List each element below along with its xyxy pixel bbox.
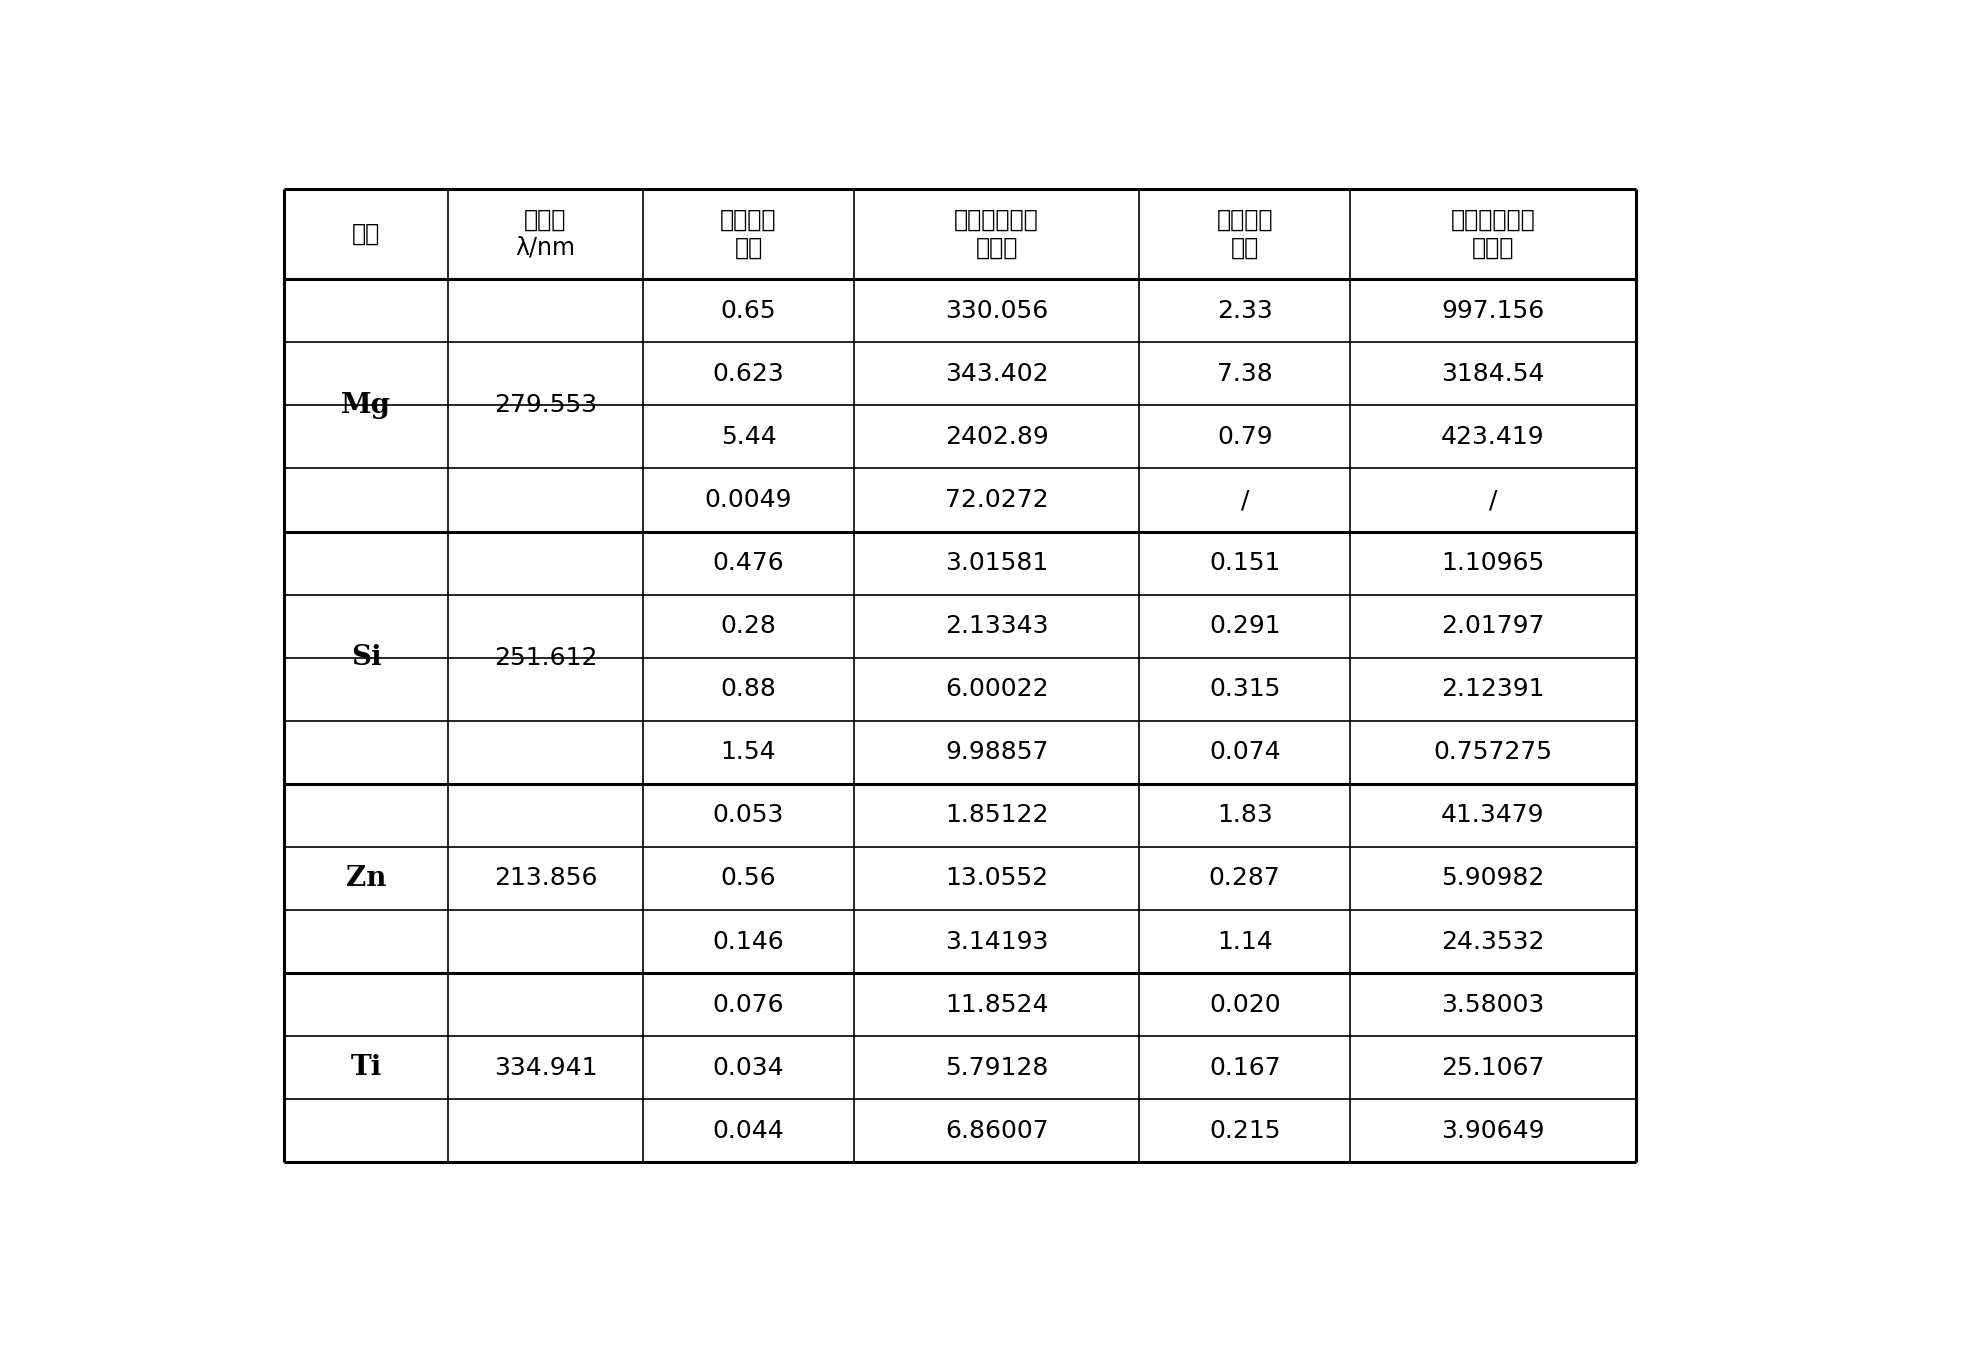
Text: 0.79: 0.79 [1217,425,1273,450]
Text: 0.044: 0.044 [713,1118,784,1143]
Text: 0.88: 0.88 [721,677,776,701]
Text: 41.3479: 41.3479 [1442,803,1544,827]
Text: Ti: Ti [351,1055,382,1082]
Text: 251.612: 251.612 [494,646,597,670]
Text: 72.0272: 72.0272 [946,487,1048,512]
Text: 2.12391: 2.12391 [1442,677,1544,701]
Text: 5.79128: 5.79128 [946,1056,1048,1079]
Text: /: / [1241,487,1249,512]
Text: 3.01581: 3.01581 [946,551,1048,575]
Text: 279.553: 279.553 [494,394,597,417]
Text: 分析线
λ/nm: 分析线 λ/nm [516,209,575,260]
Text: 334.941: 334.941 [494,1056,597,1079]
Text: Si: Si [351,645,382,672]
Text: 11.8524: 11.8524 [946,992,1048,1017]
Text: 标准样品发射
光强度: 标准样品发射 光强度 [953,209,1038,260]
Text: 0.56: 0.56 [721,867,776,891]
Text: 2.33: 2.33 [1217,299,1273,322]
Text: 0.315: 0.315 [1210,677,1280,701]
Text: 2.13343: 2.13343 [946,615,1048,638]
Text: 0.020: 0.020 [1210,992,1280,1017]
Text: 3.58003: 3.58003 [1442,992,1544,1017]
Text: 2402.89: 2402.89 [946,425,1048,450]
Text: 5.44: 5.44 [721,425,776,450]
Text: 0.0049: 0.0049 [705,487,792,512]
Text: 标准样品
含量: 标准样品 含量 [1217,209,1273,260]
Text: 0.076: 0.076 [713,992,784,1017]
Text: 330.056: 330.056 [946,299,1048,322]
Text: 0.074: 0.074 [1210,741,1280,764]
Text: Mg: Mg [341,391,392,418]
Text: /: / [1489,487,1497,512]
Text: 6.00022: 6.00022 [946,677,1048,701]
Text: 343.402: 343.402 [946,362,1048,386]
Text: 0.167: 0.167 [1210,1056,1280,1079]
Text: 元素: 元素 [353,222,380,246]
Text: 标准样品发射
光强度: 标准样品发射 光强度 [1450,209,1535,260]
Text: 1.10965: 1.10965 [1442,551,1544,575]
Text: 0.053: 0.053 [713,803,784,827]
Text: 0.215: 0.215 [1210,1118,1280,1143]
Text: 1.14: 1.14 [1217,930,1273,953]
Text: 0.151: 0.151 [1210,551,1280,575]
Text: 0.476: 0.476 [713,551,784,575]
Text: 1.83: 1.83 [1217,803,1273,827]
Text: 24.3532: 24.3532 [1442,930,1544,953]
Text: 0.28: 0.28 [721,615,776,638]
Text: 6.86007: 6.86007 [946,1118,1048,1143]
Text: 1.85122: 1.85122 [946,803,1048,827]
Text: 0.291: 0.291 [1210,615,1280,638]
Text: 0.65: 0.65 [721,299,776,322]
Text: 2.01797: 2.01797 [1442,615,1544,638]
Text: 0.146: 0.146 [713,930,784,953]
Text: 1.54: 1.54 [721,741,776,764]
Text: 3184.54: 3184.54 [1442,362,1544,386]
Text: 0.757275: 0.757275 [1434,741,1552,764]
Text: 3.14193: 3.14193 [946,930,1048,953]
Text: 213.856: 213.856 [494,867,597,891]
Text: 13.0552: 13.0552 [946,867,1048,891]
Text: 5.90982: 5.90982 [1442,867,1544,891]
Text: 0.287: 0.287 [1210,867,1280,891]
Text: 标准样品
含量: 标准样品 含量 [721,209,776,260]
Text: 423.419: 423.419 [1440,425,1544,450]
Text: 0.623: 0.623 [713,362,784,386]
Text: 997.156: 997.156 [1442,299,1544,322]
Text: 3.90649: 3.90649 [1442,1118,1544,1143]
Text: 25.1067: 25.1067 [1442,1056,1544,1079]
Text: 7.38: 7.38 [1217,362,1273,386]
Text: 9.98857: 9.98857 [946,741,1048,764]
Text: 0.034: 0.034 [713,1056,784,1079]
Text: Zn: Zn [347,865,386,892]
